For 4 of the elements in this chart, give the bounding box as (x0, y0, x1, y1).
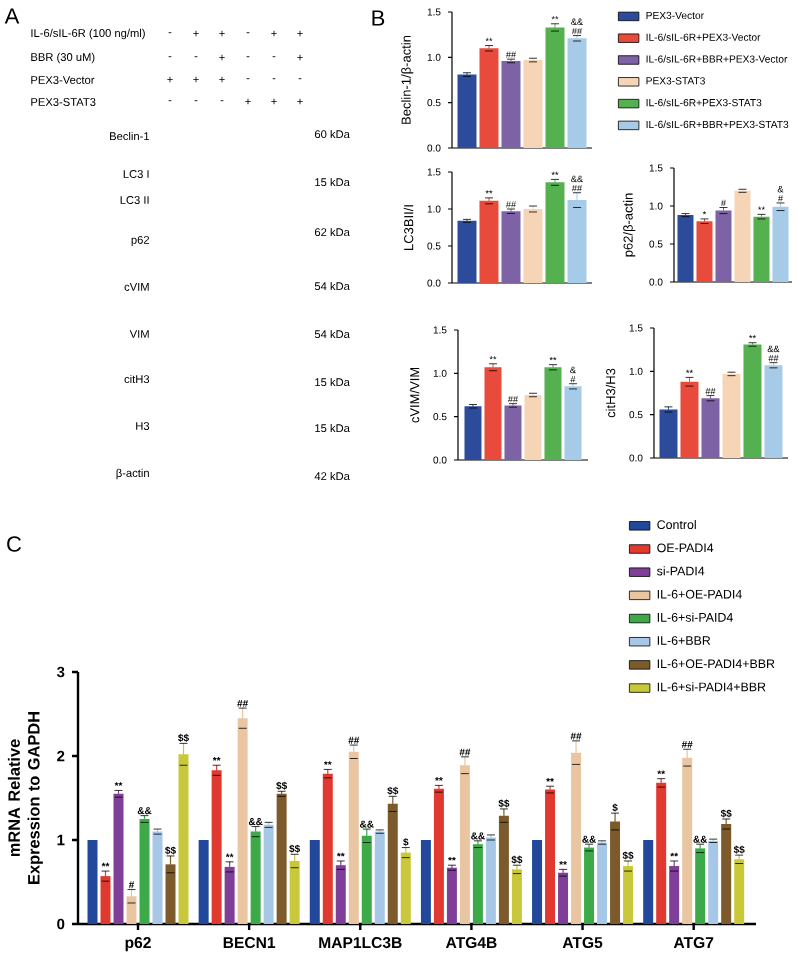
chart-title: C (7, 536, 22, 552)
text: A (4, 8, 20, 24)
y-axis-title: mRNA Relative Expression to GAPDH (7, 712, 43, 884)
chart-title: B (372, 10, 385, 26)
